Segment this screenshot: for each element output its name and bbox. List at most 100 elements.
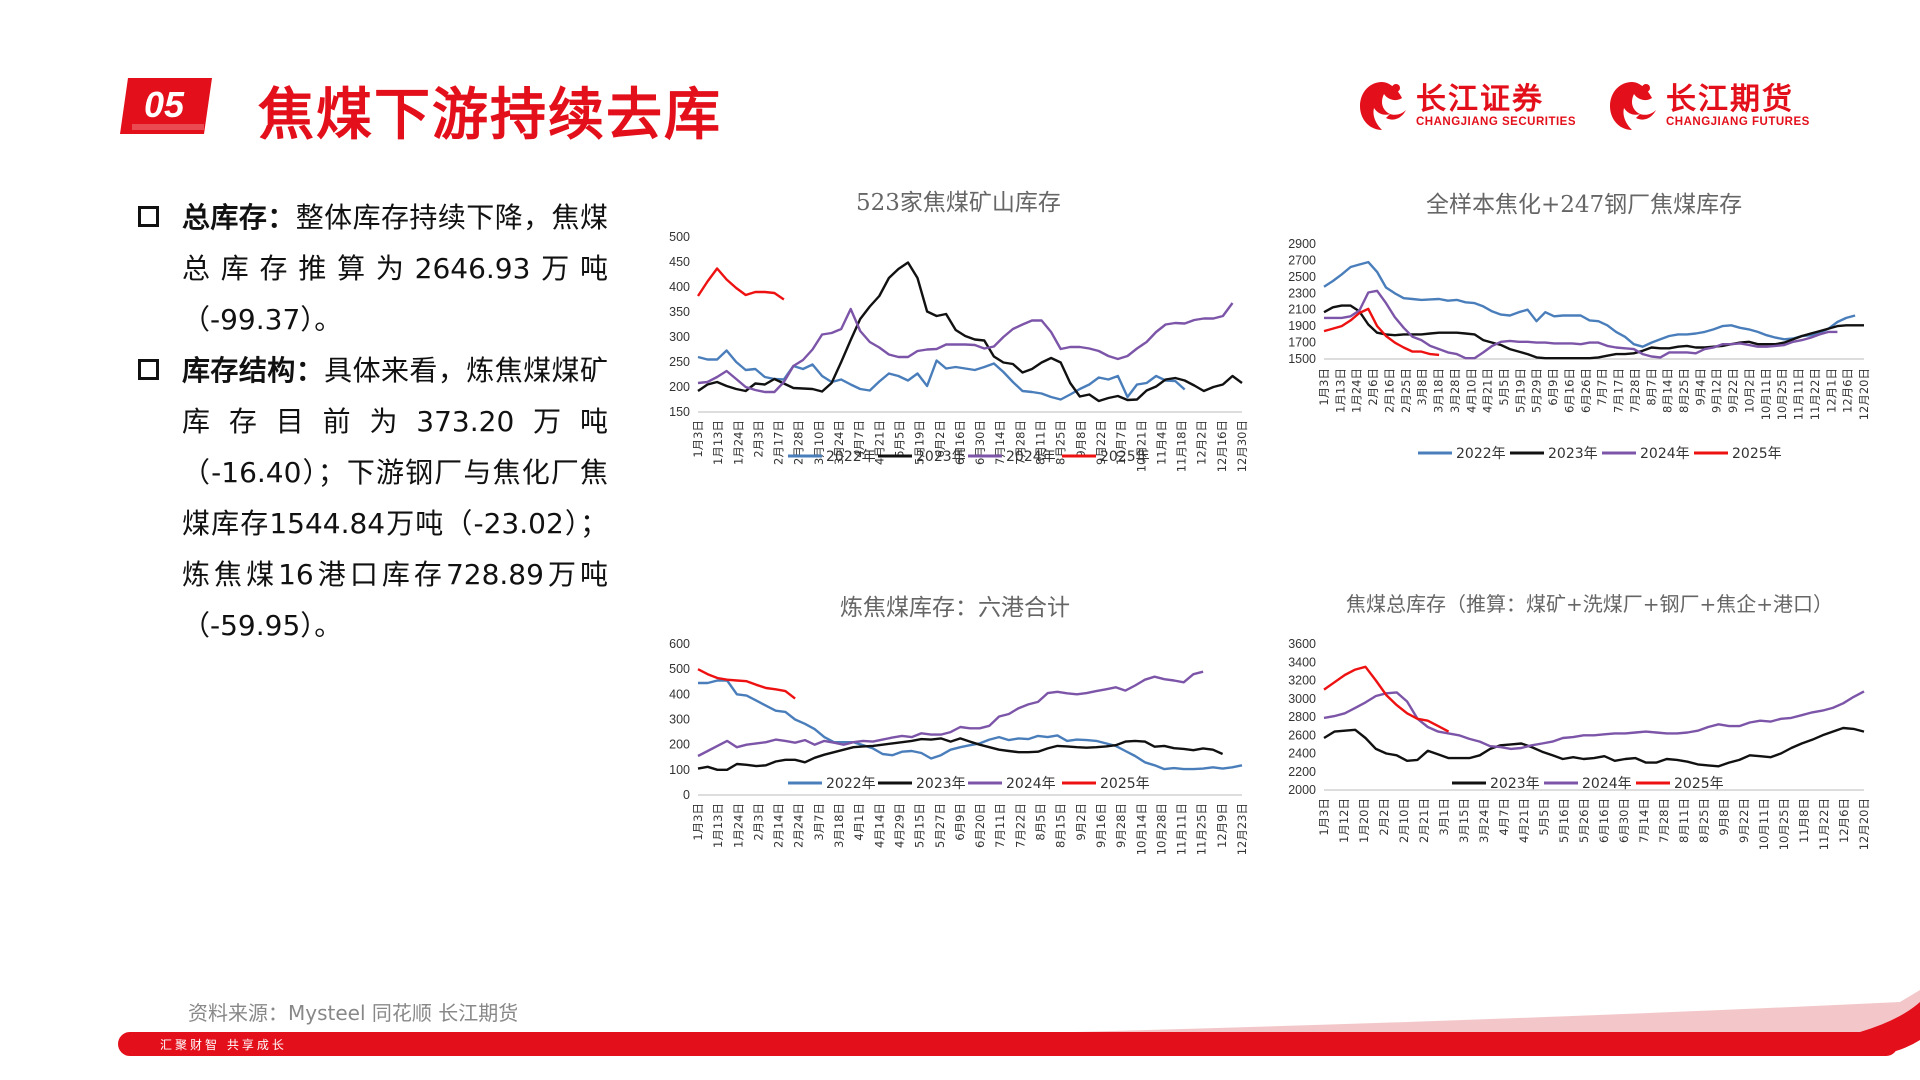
legend-label: 2022年 (826, 776, 876, 792)
y-tick-label: 500 (669, 662, 690, 676)
y-tick-label: 300 (669, 713, 690, 727)
y-tick-label: 2800 (1288, 710, 1316, 724)
x-tick-label: 3月24日 (832, 420, 846, 465)
x-tick-label: 10月2日 (1742, 368, 1756, 413)
y-tick-label: 3400 (1288, 655, 1316, 669)
x-tick-label: 8月5日 (1034, 803, 1048, 841)
series-line-2023年 (697, 261, 1243, 403)
x-tick-label: 9月22日 (1726, 368, 1740, 413)
x-tick-label: 3月18日 (1432, 368, 1446, 413)
x-tick-label: 12月20日 (1857, 368, 1871, 420)
chart-title: 全样本焦化+247钢厂焦煤库存 (1426, 192, 1743, 218)
x-tick-label: 11月25日 (1195, 803, 1209, 855)
y-tick-label: 2200 (1288, 765, 1316, 779)
x-tick-label: 2月2日 (1377, 798, 1391, 836)
x-tick-label: 8月15日 (1054, 803, 1068, 848)
x-tick-label: 3月8日 (1415, 368, 1429, 406)
x-tick-label: 10月25日 (1775, 368, 1789, 420)
x-tick-label: 11月22日 (1808, 368, 1822, 420)
x-tick-label: 2月16日 (1382, 368, 1396, 413)
y-tick-label: 3600 (1288, 637, 1316, 651)
logo-en: CHANGJIANG SECURITIES (1416, 116, 1577, 128)
x-tick-label: 11月18日 (1175, 420, 1189, 472)
chart-mine-inventory: 150 200 250 300 350 400 450 500 1月3日 1月13日 1月24日 2月… (669, 230, 1249, 472)
x-tick-label: 10月21日 (1134, 420, 1148, 472)
x-tick-label: 4月21日 (1481, 368, 1495, 413)
x-tick-label: 10月25日 (1777, 798, 1791, 850)
x-tick-label: 1月3日 (1317, 798, 1331, 836)
section-number-badge: 05 (120, 78, 212, 134)
legend-label: 2025年 (1100, 776, 1150, 792)
x-tick-label: 1月24日 (731, 803, 745, 848)
x-tick-label: 10月7日 (1114, 420, 1128, 465)
y-tick-label: 2400 (1288, 747, 1316, 761)
legend-label: 2025年 (1674, 776, 1724, 792)
legend-label: 2024年 (1006, 449, 1056, 465)
x-tick-label: 9月2日 (1074, 803, 1088, 841)
x-tick-label: 4月21日 (872, 420, 886, 465)
y-tick-label: 200 (669, 738, 690, 752)
x-tick-label: 5月5日 (1497, 368, 1511, 406)
logo-changjiang-futures: 长江期货 CHANGJIANG FUTURES (1602, 78, 1810, 134)
y-tick-label: 2500 (1288, 270, 1316, 284)
x-tick-label: 1月3日 (691, 420, 705, 458)
x-tick-label: 10月11日 (1759, 368, 1773, 420)
x-tick-label: 5月19日 (1513, 368, 1527, 413)
phoenix-icon (1610, 82, 1656, 130)
x-tick-label: 6月20日 (973, 803, 987, 848)
legend-label: 2023年 (916, 449, 966, 465)
footer-bar (118, 990, 1920, 1056)
y-tick-label: 450 (669, 255, 690, 269)
y-tick-label: 2100 (1288, 303, 1316, 317)
x-tick-label: 7月14日 (1637, 798, 1651, 843)
x-tick-label: 3月24日 (1477, 798, 1491, 843)
footer-slogan: 汇聚财智 共享成长 (160, 1038, 287, 1052)
x-tick-label: 3月15日 (1457, 798, 1471, 843)
x-tick-label: 2月28日 (792, 420, 806, 465)
y-tick-label: 200 (669, 380, 690, 394)
x-tick-label: 4月29日 (892, 803, 906, 848)
x-tick-label: 12月20日 (1857, 798, 1871, 850)
x-tick-label: 9月22日 (1737, 798, 1751, 843)
logo-en: CHANGJIANG FUTURES (1666, 116, 1810, 128)
y-tick-label: 1700 (1288, 336, 1316, 350)
y-tick-label: 100 (669, 763, 690, 777)
bullet-label: 总库存： (182, 201, 296, 234)
chart-title: 523家焦煤矿山库存 (856, 190, 1061, 216)
x-tick-label: 5月5日 (1537, 798, 1551, 836)
legend-label: 2025年 (1100, 449, 1150, 465)
series-line-2025年 (696, 267, 785, 301)
x-tick-label: 6月9日 (953, 803, 967, 841)
x-tick-label: 2月3日 (751, 803, 765, 841)
bullet-inventory-structure: 库存结构：具体来看，炼焦煤煤矿库存目前为373.20万吨（-16.40）；下游钢… (138, 345, 608, 651)
x-tick-label: 9月8日 (1074, 420, 1088, 458)
x-tick-label: 12月6日 (1841, 368, 1855, 413)
x-tick-label: 7月14日 (993, 420, 1007, 465)
x-tick-label: 6月16日 (1562, 368, 1576, 413)
bullet-text: 整体库存持续下降，焦煤总库存推算为2646.93万吨（-99.37）。 (182, 201, 608, 336)
x-tick-label: 12月30日 (1235, 420, 1249, 472)
x-tick-label: 5月27日 (933, 803, 947, 848)
x-tick-label: 6月16日 (953, 420, 967, 465)
y-tick-label: 2300 (1288, 286, 1316, 300)
series-line-2025年 (1323, 665, 1450, 733)
x-tick-label: 3月28日 (1448, 368, 1462, 413)
y-tick-label: 400 (669, 687, 690, 701)
y-tick-label: 3000 (1288, 692, 1316, 706)
y-tick-label: 2600 (1288, 728, 1316, 742)
x-tick-label: 3月7日 (812, 803, 826, 841)
series-line-2024年 (1324, 289, 1838, 360)
x-tick-label: 10月28日 (1154, 803, 1168, 855)
x-tick-label: 1月13日 (1333, 368, 1347, 413)
y-tick-label: 350 (669, 305, 690, 319)
series-line-2025年 (697, 668, 796, 700)
legend-label: 2023年 (1490, 776, 1540, 792)
x-tick-label: 10月14日 (1134, 803, 1148, 855)
x-tick-label: 11月8日 (1797, 798, 1811, 843)
x-tick-label: 2月3日 (751, 420, 765, 458)
series-line-2022年 (1323, 260, 1856, 348)
legend-label: 2022年 (826, 449, 876, 465)
bullet-text: 具体来看，炼焦煤煤矿库存目前为373.20万吨（-16.40）；下游钢厂与焦化厂… (182, 354, 608, 642)
x-tick-label: 7月22日 (1013, 803, 1027, 848)
x-tick-label: 4月7日 (852, 420, 866, 458)
